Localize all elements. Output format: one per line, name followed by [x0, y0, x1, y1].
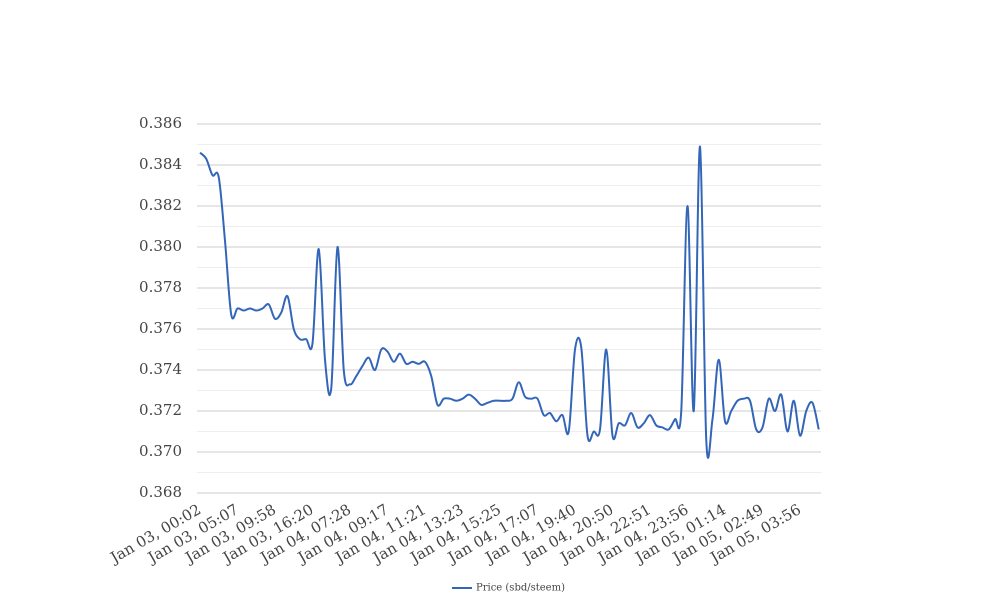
y-tick-label: 0.378: [139, 278, 182, 296]
y-tick-label: 0.370: [139, 442, 182, 460]
y-tick-label: 0.372: [139, 401, 182, 419]
line: [199, 145, 820, 459]
y-tick-label: 0.380: [139, 237, 182, 255]
y-tick-label: 0.374: [139, 360, 182, 378]
y-tick-label: 0.368: [139, 483, 182, 501]
y-tick-label: 0.384: [139, 155, 182, 173]
legend-label: Price (sbd/steem): [476, 583, 565, 594]
y-tick-label: 0.386: [139, 114, 182, 132]
y-tick-label: 0.376: [139, 319, 182, 337]
y-tick-label: 0.382: [139, 196, 182, 214]
